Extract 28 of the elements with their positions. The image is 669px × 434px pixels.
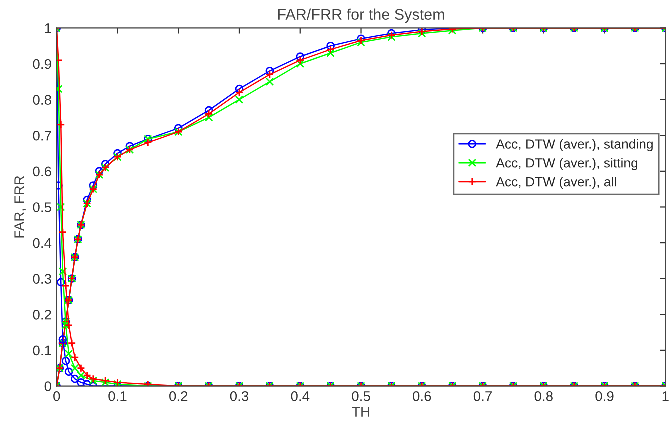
x-tick-label: 0.5 bbox=[352, 391, 370, 402]
x-tick-label: 0.9 bbox=[596, 391, 614, 402]
y-tick-label: 0.2 bbox=[33, 310, 52, 320]
y-tick-label: 0.6 bbox=[33, 166, 52, 177]
x-tick-label: 0.2 bbox=[170, 391, 188, 402]
x-tick-label: 1 bbox=[662, 392, 669, 402]
x-tick-label: 0.1 bbox=[108, 391, 127, 402]
x-tick-label: 0.3 bbox=[230, 391, 249, 402]
x-tick-label: 0.4 bbox=[291, 391, 310, 402]
y-tick-label: 0.5 bbox=[33, 202, 52, 212]
y-tick-label: 0.1 bbox=[33, 346, 52, 356]
chart-title: FAR/FRR for the System bbox=[278, 8, 444, 24]
y-tick-label: 0.9 bbox=[33, 59, 52, 70]
legend-label: Acc, DTW (aver.), sitting bbox=[496, 158, 638, 170]
y-axis-title: FAR, FRR bbox=[14, 176, 26, 238]
x-tick-label: 0.8 bbox=[534, 391, 553, 402]
y-tick-label: 0 bbox=[44, 382, 52, 392]
y-tick-label: 0.7 bbox=[33, 130, 52, 141]
legend-label: Acc, DTW (aver.), all bbox=[496, 177, 616, 190]
y-tick-label: 0.3 bbox=[33, 274, 52, 284]
x-tick-label: 0 bbox=[54, 391, 60, 402]
x-tick-label: 0.6 bbox=[413, 391, 432, 402]
y-tick-label: 0.4 bbox=[33, 238, 52, 248]
y-tick-label: 0.8 bbox=[33, 95, 52, 105]
y-tick-label: 1 bbox=[45, 24, 52, 34]
legend-label: Acc, DTW (aver.), standing bbox=[496, 139, 653, 152]
x-tick-label: 0.7 bbox=[474, 391, 492, 402]
x-axis-title: TH bbox=[352, 407, 370, 417]
